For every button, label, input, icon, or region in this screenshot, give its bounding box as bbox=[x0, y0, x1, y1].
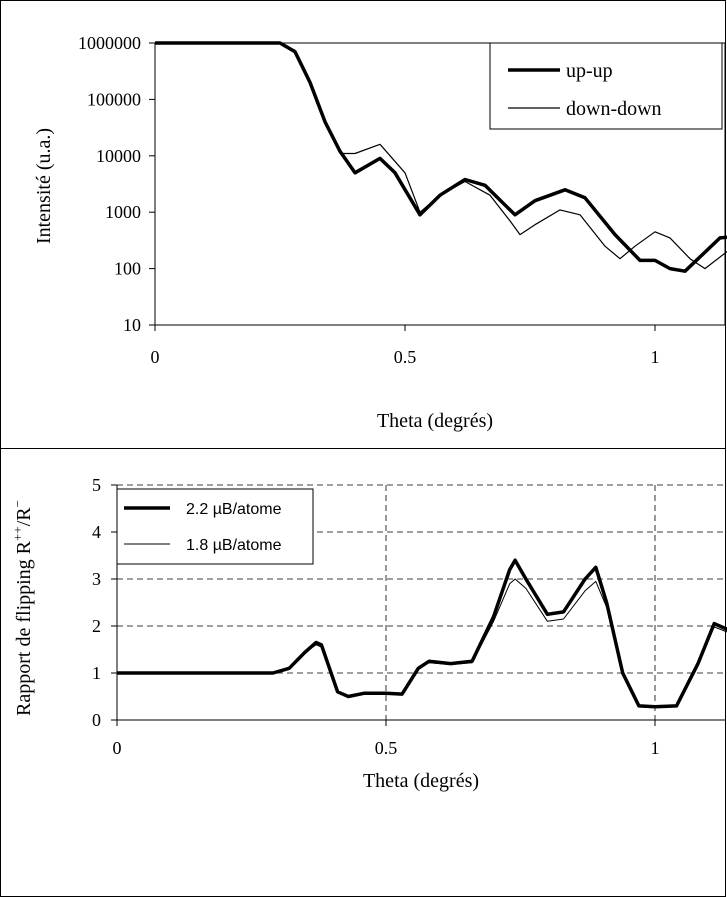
ylabel-slash: /R bbox=[13, 507, 35, 527]
bottom-y-ticks: 0 1 2 3 4 5 bbox=[92, 475, 117, 730]
legend-label-down-down: down-down bbox=[566, 98, 662, 120]
top-x-tick-label: 1 bbox=[651, 347, 660, 367]
bottom-legend-box bbox=[116, 488, 314, 565]
bottom-panel-frame bbox=[0, 448, 726, 897]
bottom-y-tick-label: 0 bbox=[92, 710, 101, 730]
top-plot-area bbox=[154, 42, 726, 326]
series-line-2-2-uB bbox=[117, 558, 727, 709]
top-x-ticks: 00.511.52 bbox=[151, 325, 660, 367]
bottom-y-axis-label: Rapport de flipping R++/R− bbox=[10, 500, 35, 716]
legend-label-up-up: up-up bbox=[566, 60, 613, 82]
top-y-axis-label: Intensité (u.a.) bbox=[33, 128, 55, 244]
bottom-x-tick-label: 0 bbox=[113, 738, 122, 758]
bottom-x-tick-label: 1 bbox=[651, 738, 660, 758]
top-x-tick-label: 0 bbox=[151, 347, 160, 367]
top-y-tick-label: 1000 bbox=[105, 202, 141, 222]
top-y-tick-label: 10 bbox=[123, 315, 141, 335]
bottom-y-tick-label: 2 bbox=[92, 616, 101, 636]
top-x-axis-label: Theta (degrés) bbox=[377, 410, 493, 432]
top-y-tick-label: 10000 bbox=[96, 146, 141, 166]
bottom-y-tick-label: 3 bbox=[92, 569, 101, 589]
top-series bbox=[155, 41, 727, 273]
ylabel-sup-minus: − bbox=[10, 500, 25, 507]
bottom-y-tick-label: 1 bbox=[92, 663, 101, 683]
top-x-tick-label: 0.5 bbox=[394, 347, 417, 367]
bottom-x-tick-label: 0.5 bbox=[375, 738, 398, 758]
bottom-y-tick-label: 5 bbox=[92, 475, 101, 495]
bottom-legend: 2.2 µB/atome 1.8 µB/atome bbox=[116, 488, 314, 565]
legend-label-2-2: 2.2 µB/atome bbox=[186, 501, 282, 518]
bottom-series bbox=[117, 558, 727, 709]
top-y-tick-label: 100 bbox=[114, 259, 141, 279]
top-legend: up-up down-down bbox=[489, 42, 723, 130]
bottom-x-axis-label: Theta (degrés) bbox=[363, 770, 479, 792]
series-line-up-up bbox=[155, 41, 727, 273]
top-y-tick-label: 1000000 bbox=[78, 33, 141, 53]
bottom-x-ticks: 00.511.52 bbox=[113, 720, 660, 758]
bottom-y-tick-label: 4 bbox=[92, 522, 101, 542]
top-legend-box bbox=[489, 42, 723, 130]
ylabel-sup-plus: ++ bbox=[10, 526, 25, 541]
top-y-ticks: 10 100 1000 10000 100000 1000000 bbox=[78, 33, 155, 335]
series-line-down-down bbox=[155, 42, 727, 270]
top-y-tick-label: 100000 bbox=[87, 89, 141, 109]
ylabel-main: Rapport de flipping R bbox=[13, 540, 35, 716]
legend-label-1-8: 1.8 µB/atome bbox=[186, 537, 282, 554]
